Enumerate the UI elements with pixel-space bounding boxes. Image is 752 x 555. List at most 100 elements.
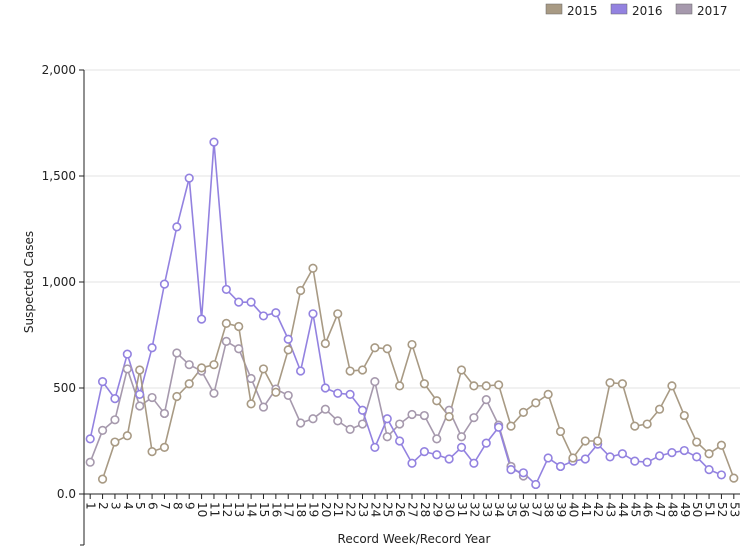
data-point-2016[interactable] <box>296 366 306 376</box>
data-point-2016[interactable] <box>283 334 293 344</box>
data-point-2015[interactable] <box>605 378 615 388</box>
data-point-2017[interactable] <box>481 395 491 405</box>
data-point-2015[interactable] <box>580 436 590 446</box>
data-point-2015[interactable] <box>333 309 343 319</box>
data-point-2017[interactable] <box>209 388 219 398</box>
data-point-2016[interactable] <box>543 453 553 463</box>
data-point-2015[interactable] <box>568 453 578 463</box>
data-point-2015[interactable] <box>617 379 628 389</box>
data-point-2016[interactable] <box>407 458 417 468</box>
legend-label-2017[interactable]: 2017 <box>697 4 728 18</box>
data-point-2016[interactable] <box>122 349 132 359</box>
data-point-2016[interactable] <box>642 457 652 467</box>
data-point-2015[interactable] <box>667 381 677 391</box>
data-point-2015[interactable] <box>159 442 170 452</box>
data-point-2016[interactable] <box>147 343 157 353</box>
data-point-2016[interactable] <box>320 383 330 393</box>
data-point-2015[interactable] <box>531 398 541 408</box>
data-point-2016[interactable] <box>481 438 491 448</box>
data-point-2015[interactable] <box>654 404 665 414</box>
data-point-2016[interactable] <box>704 465 714 475</box>
data-point-2016[interactable] <box>630 456 640 466</box>
legend-swatch-2017[interactable] <box>675 3 693 15</box>
data-point-2015[interactable] <box>456 365 467 375</box>
data-point-2016[interactable] <box>135 389 145 399</box>
data-point-2017[interactable] <box>456 432 467 442</box>
data-point-2016[interactable] <box>580 454 590 464</box>
data-point-2015[interactable] <box>370 343 380 353</box>
data-point-2017[interactable] <box>147 392 157 403</box>
data-point-2015[interactable] <box>234 321 244 332</box>
data-point-2017[interactable] <box>184 360 194 370</box>
data-point-2015[interactable] <box>518 407 528 417</box>
data-point-2015[interactable] <box>209 360 219 370</box>
data-point-2016[interactable] <box>196 314 207 324</box>
data-point-2017[interactable] <box>283 390 293 401</box>
data-point-2015[interactable] <box>184 379 194 389</box>
data-point-2016[interactable] <box>246 297 256 307</box>
data-point-2016[interactable] <box>308 309 318 319</box>
data-point-2015[interactable] <box>357 365 368 375</box>
data-point-2016[interactable] <box>432 450 442 460</box>
data-point-2015[interactable] <box>642 419 652 429</box>
data-point-2017[interactable] <box>469 413 479 423</box>
data-point-2015[interactable] <box>481 381 491 391</box>
data-point-2017[interactable] <box>407 409 417 420</box>
data-point-2017[interactable] <box>159 408 170 419</box>
data-point-2015[interactable] <box>296 285 306 296</box>
data-point-2016[interactable] <box>184 173 194 183</box>
data-point-2016[interactable] <box>617 449 628 459</box>
data-point-2017[interactable] <box>382 432 392 442</box>
data-point-2015[interactable] <box>704 449 714 459</box>
legend-swatch-2015[interactable] <box>545 3 563 15</box>
data-point-2017[interactable] <box>258 402 269 412</box>
data-point-2016[interactable] <box>654 451 665 461</box>
data-point-2017[interactable] <box>85 457 95 467</box>
data-point-2016[interactable] <box>333 388 343 398</box>
data-point-2015[interactable] <box>506 421 516 431</box>
data-point-2016[interactable] <box>159 279 170 289</box>
data-point-2015[interactable] <box>283 345 293 355</box>
data-point-2017[interactable] <box>97 425 108 436</box>
data-point-2016[interactable] <box>209 137 219 147</box>
data-point-2016[interactable] <box>97 377 108 387</box>
data-point-2016[interactable] <box>494 422 504 432</box>
data-point-2015[interactable] <box>630 421 640 431</box>
data-point-2016[interactable] <box>692 452 702 462</box>
data-point-2015[interactable] <box>97 474 108 484</box>
data-point-2016[interactable] <box>370 442 380 452</box>
data-point-2016[interactable] <box>221 284 231 295</box>
data-point-2015[interactable] <box>271 387 281 397</box>
data-point-2016[interactable] <box>716 470 727 480</box>
legend-label-2016[interactable]: 2016 <box>632 4 663 18</box>
data-point-2017[interactable] <box>419 410 429 421</box>
data-point-2015[interactable] <box>395 381 405 391</box>
data-point-2015[interactable] <box>679 410 689 421</box>
data-point-2017[interactable] <box>432 434 442 444</box>
data-point-2015[interactable] <box>494 380 504 390</box>
data-point-2015[interactable] <box>258 364 269 374</box>
data-point-2017[interactable] <box>345 424 355 434</box>
data-point-2016[interactable] <box>469 458 479 468</box>
data-point-2015[interactable] <box>407 339 417 350</box>
data-point-2017[interactable] <box>370 377 380 387</box>
data-point-2016[interactable] <box>345 389 355 399</box>
data-point-2016[interactable] <box>679 445 689 456</box>
data-point-2017[interactable] <box>308 414 318 424</box>
data-point-2017[interactable] <box>296 418 306 428</box>
data-point-2016[interactable] <box>110 394 120 404</box>
data-point-2016[interactable] <box>555 461 566 472</box>
legend-swatch-2016[interactable] <box>610 3 628 15</box>
data-point-2016[interactable] <box>667 448 677 458</box>
data-point-2015[interactable] <box>382 344 392 354</box>
data-point-2015[interactable] <box>716 440 727 450</box>
data-point-2015[interactable] <box>593 436 603 446</box>
data-point-2015[interactable] <box>432 396 442 406</box>
data-point-2017[interactable] <box>333 416 343 426</box>
data-point-2016[interactable] <box>395 436 405 446</box>
data-point-2015[interactable] <box>444 412 454 422</box>
data-point-2017[interactable] <box>357 419 368 429</box>
data-point-2015[interactable] <box>729 473 739 483</box>
data-point-2017[interactable] <box>110 415 120 425</box>
data-point-2016[interactable] <box>506 465 516 475</box>
